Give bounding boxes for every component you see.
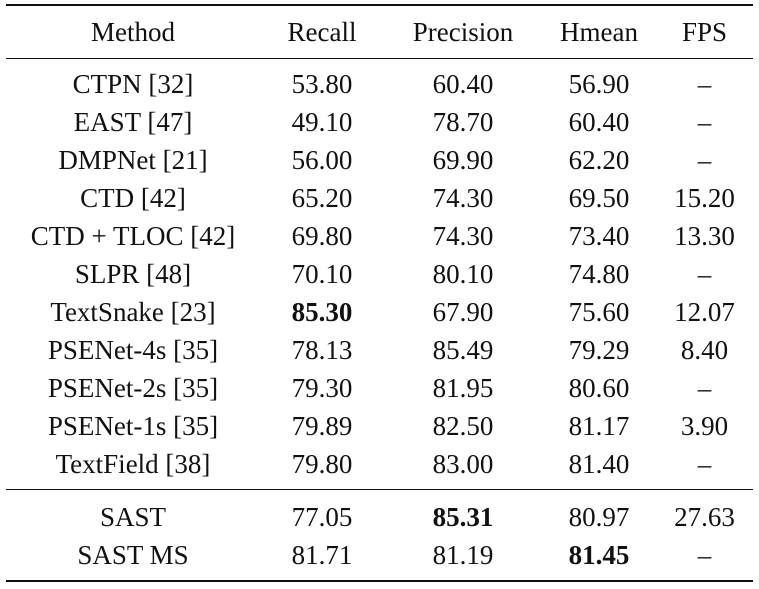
table-header: Method Recall Precision Hmean FPS	[6, 4, 753, 59]
table-row: PSENet-4s [35] 78.13 85.49 79.29 8.40	[6, 331, 753, 369]
precision-cell: 74.30	[432, 220, 494, 251]
results-table: Method Recall Precision Hmean FPS CTPN […	[6, 4, 753, 582]
hmean-cell: 81.40	[568, 448, 630, 479]
table-row: TextSnake [23] 85.30 67.90 75.60 12.07	[6, 293, 753, 331]
fps-cell: –	[656, 536, 753, 582]
hmean-cell: 80.60	[568, 372, 630, 403]
fps-cell: –	[697, 372, 712, 403]
recall-cell: 78.13	[291, 334, 353, 365]
hmean-cell: 81.17	[568, 410, 630, 441]
proposed-methods-group: SAST 77.05 85.31 80.97 27.63 SAST MS 81.…	[6, 489, 753, 582]
fps-cell: –	[697, 106, 712, 137]
header-fps: FPS	[656, 4, 753, 59]
hmean-cell: 74.80	[568, 258, 630, 289]
method-cell: SAST MS	[6, 536, 260, 582]
precision-cell: 85.49	[432, 334, 494, 365]
header-precision: Precision	[384, 4, 542, 59]
precision-cell: 81.95	[432, 372, 494, 403]
method-cell: TextSnake [23]	[50, 296, 216, 327]
precision-cell: 67.90	[432, 296, 494, 327]
method-cell: EAST [47]	[73, 106, 193, 137]
table-row: PSENet-2s [35] 79.30 81.95 80.60 –	[6, 369, 753, 407]
precision-cell: 60.40	[432, 68, 494, 99]
hmean-cell: 56.90	[568, 68, 630, 99]
fps-cell: 3.90	[680, 410, 729, 441]
fps-cell: 12.07	[674, 296, 735, 327]
fps-cell: –	[697, 258, 712, 289]
header-hmean: Hmean	[542, 4, 656, 59]
method-cell: PSENet-2s [35]	[47, 372, 219, 403]
precision-cell: 81.19	[384, 536, 542, 582]
recall-cell: 81.71	[260, 536, 384, 582]
method-cell: TextField [38]	[55, 448, 211, 479]
method-cell: CTPN [32]	[72, 68, 194, 99]
hmean-cell: 69.50	[568, 182, 630, 213]
header-recall: Recall	[260, 4, 384, 59]
recall-cell: 79.89	[291, 410, 353, 441]
precision-cell-best: 85.31	[384, 489, 542, 536]
fps-cell: 8.40	[680, 334, 729, 365]
method-cell: SLPR [48]	[74, 258, 192, 289]
precision-cell: 78.70	[432, 106, 494, 137]
precision-cell: 74.30	[432, 182, 494, 213]
precision-cell: 69.90	[432, 144, 494, 175]
recall-cell: 79.80	[291, 448, 353, 479]
method-cell: SAST	[6, 489, 260, 536]
table-row: SLPR [48] 70.10 80.10 74.80 –	[6, 255, 753, 293]
table-row: TextField [38] 79.80 83.00 81.40 –	[6, 445, 753, 490]
hmean-cell: 62.20	[568, 144, 630, 175]
hmean-cell: 80.97	[542, 489, 656, 536]
table-row: SAST MS 81.71 81.19 81.45 –	[6, 536, 753, 582]
precision-cell: 82.50	[432, 410, 494, 441]
recall-cell: 79.30	[291, 372, 353, 403]
method-cell: PSENet-1s [35]	[47, 410, 219, 441]
recall-cell: 53.80	[291, 68, 353, 99]
fps-cell: –	[697, 68, 712, 99]
precision-cell: 83.00	[432, 448, 494, 479]
table-row: CTD + TLOC [42] 69.80 74.30 73.40 13.30	[6, 217, 753, 255]
baseline-methods-group: CTPN [32] 53.80 60.40 56.90 – EAST [47] …	[6, 59, 753, 490]
recall-cell: 49.10	[291, 106, 353, 137]
table-row: EAST [47] 49.10 78.70 60.40 –	[6, 103, 753, 141]
hmean-cell-best: 81.45	[542, 536, 656, 582]
method-cell: CTD [42]	[80, 182, 186, 213]
table-row: DMPNet [21] 56.00 69.90 62.20 –	[6, 141, 753, 179]
fps-cell: 15.20	[674, 182, 735, 213]
recall-cell: 65.20	[291, 182, 353, 213]
hmean-cell: 75.60	[568, 296, 630, 327]
hmean-cell: 79.29	[568, 334, 630, 365]
method-cell: CTD + TLOC [42]	[30, 220, 236, 251]
header-method: Method	[6, 4, 260, 59]
table-row: SAST 77.05 85.31 80.97 27.63	[6, 489, 753, 536]
method-cell: PSENet-4s [35]	[47, 334, 219, 365]
fps-cell: –	[697, 448, 712, 479]
recall-cell: 69.80	[291, 220, 353, 251]
header-row: Method Recall Precision Hmean FPS	[6, 4, 753, 59]
fps-cell: 27.63	[656, 489, 753, 536]
table-row: CTD [42] 65.20 74.30 69.50 15.20	[6, 179, 753, 217]
hmean-cell: 73.40	[568, 220, 630, 251]
fps-cell: –	[697, 144, 712, 175]
table-row: PSENet-1s [35] 79.89 82.50 81.17 3.90	[6, 407, 753, 445]
hmean-cell: 60.40	[568, 106, 630, 137]
recall-cell-best: 85.30	[291, 296, 353, 327]
precision-cell: 80.10	[432, 258, 494, 289]
method-cell: DMPNet [21]	[58, 144, 208, 175]
recall-cell: 56.00	[291, 144, 353, 175]
recall-cell: 70.10	[291, 258, 353, 289]
fps-cell: 13.30	[674, 220, 735, 251]
recall-cell: 77.05	[260, 489, 384, 536]
table-row: CTPN [32] 53.80 60.40 56.90 –	[6, 59, 753, 104]
